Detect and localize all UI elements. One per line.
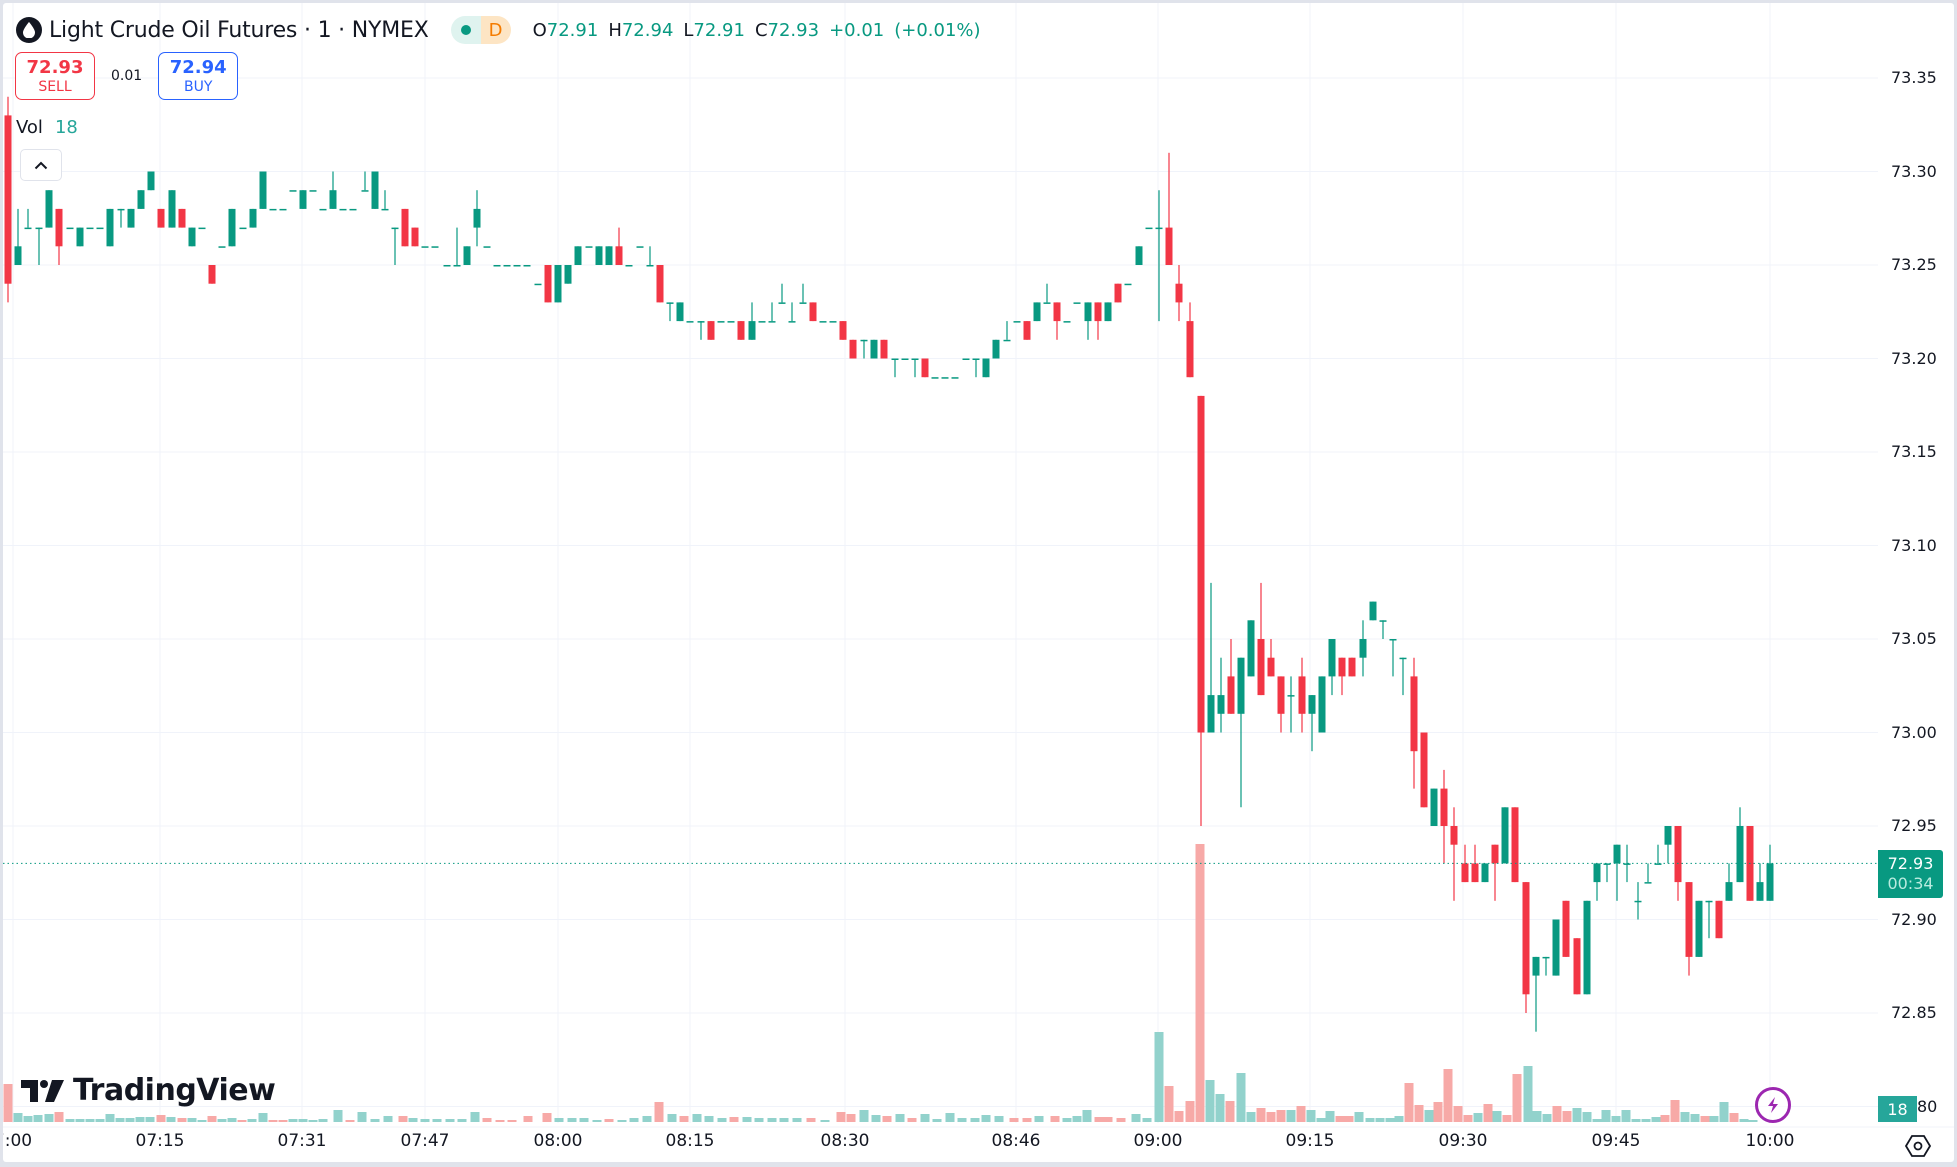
time-tick-label: 09:30 [1438, 1131, 1488, 1151]
time-tick-label: 08:00 [533, 1131, 583, 1151]
watermark-text: TradingView [73, 1073, 276, 1108]
open-value: 72.91 [546, 19, 599, 41]
sell-button[interactable]: 72.93 SELL [15, 52, 95, 100]
time-tick-label: 10:00 [1745, 1131, 1795, 1151]
buy-button[interactable]: 72.94 BUY [158, 52, 239, 100]
gear-icon [1905, 1135, 1931, 1157]
sell-price: 72.93 [26, 56, 84, 78]
market-open-dot-icon [460, 25, 471, 35]
low-label: L [683, 19, 694, 41]
price-tick-label: 73.00 [1891, 722, 1937, 742]
price-tick-label: 72.90 [1891, 909, 1937, 929]
time-tick-label: 07:47 [400, 1131, 450, 1151]
time-tick-label: 09:45 [1591, 1131, 1641, 1151]
price-tick-label: 72.95 [1891, 816, 1937, 835]
buy-price: 72.94 [169, 56, 227, 78]
lightning-icon[interactable] [1755, 1087, 1791, 1123]
trade-buttons: 72.93 SELL 0.01 72.94 BUY [15, 52, 239, 100]
time-tick-label: 09:00 [1133, 1131, 1183, 1151]
time-tick-label: 07:31 [277, 1131, 327, 1151]
buy-label: BUY [183, 78, 213, 95]
symbol-legend: Light Crude Oil Futures · 1 · NYMEX D O7… [16, 15, 981, 45]
volume-axis-badge: 18 [1878, 1096, 1917, 1122]
time-tick-label: 09:15 [1285, 1131, 1335, 1151]
price-tick-label: 73.35 [1891, 68, 1937, 87]
oil-drop-icon [16, 17, 42, 43]
tradingview-logo-icon [21, 1079, 64, 1102]
tradingview-watermark: TradingView [21, 1073, 276, 1108]
settings-button[interactable] [1903, 1131, 1933, 1161]
collapse-legend-button[interactable] [20, 149, 62, 181]
price-tick-label: 80 [1917, 1096, 1938, 1116]
high-label: H [608, 19, 622, 41]
price-tick-label: 73.25 [1891, 255, 1937, 274]
low-value: 72.91 [693, 19, 745, 41]
volume-value: 18 [54, 117, 78, 138]
spread-value: 0.01 [111, 68, 143, 84]
chart-container[interactable]: Light Crude Oil Futures · 1 · NYMEX D O7… [3, 3, 1954, 1162]
price-tick-label: 72.85 [1891, 1003, 1937, 1022]
chevron-up-icon [34, 161, 48, 169]
open-label: O [532, 19, 547, 41]
symbol-title[interactable]: Light Crude Oil Futures · 1 · NYMEX [49, 17, 429, 43]
interval-badge: D [480, 16, 511, 44]
change-value: +0.01 [829, 19, 885, 41]
sell-label: SELL [38, 78, 72, 95]
volume-legend[interactable]: Vol 18 [16, 117, 78, 138]
price-tick-label: 73.30 [1891, 161, 1937, 181]
price-tick-label: 73.05 [1891, 629, 1937, 648]
price-tick-label: 73.10 [1891, 535, 1937, 555]
time-tick-label: 07:15 [135, 1131, 185, 1151]
price-tick-label: 73.15 [1891, 442, 1937, 461]
time-tick-label: 08:30 [820, 1131, 870, 1151]
volume-label: Vol [16, 117, 43, 138]
candlestick-chart[interactable] [3, 3, 1954, 1162]
ohlc-values: O72.91 H72.94 L72.91 C72.93 +0.01 (+0.01… [533, 20, 981, 41]
last-price-label: 72.93 00:34 [1878, 850, 1943, 898]
last-price-value: 72.93 [1887, 854, 1934, 873]
close-label: C [754, 19, 768, 41]
close-value: 72.93 [767, 19, 820, 41]
market-status-pill[interactable]: D [450, 16, 511, 44]
time-tick-label: 08:46 [991, 1131, 1041, 1151]
bar-countdown: 00:34 [1887, 874, 1934, 893]
price-tick-label: 73.20 [1891, 348, 1937, 368]
high-value: 72.94 [621, 19, 674, 41]
change-percent: (+0.01%) [894, 19, 981, 41]
time-tick-label: 7:00 [3, 1131, 33, 1151]
time-tick-label: 08:15 [665, 1131, 715, 1151]
